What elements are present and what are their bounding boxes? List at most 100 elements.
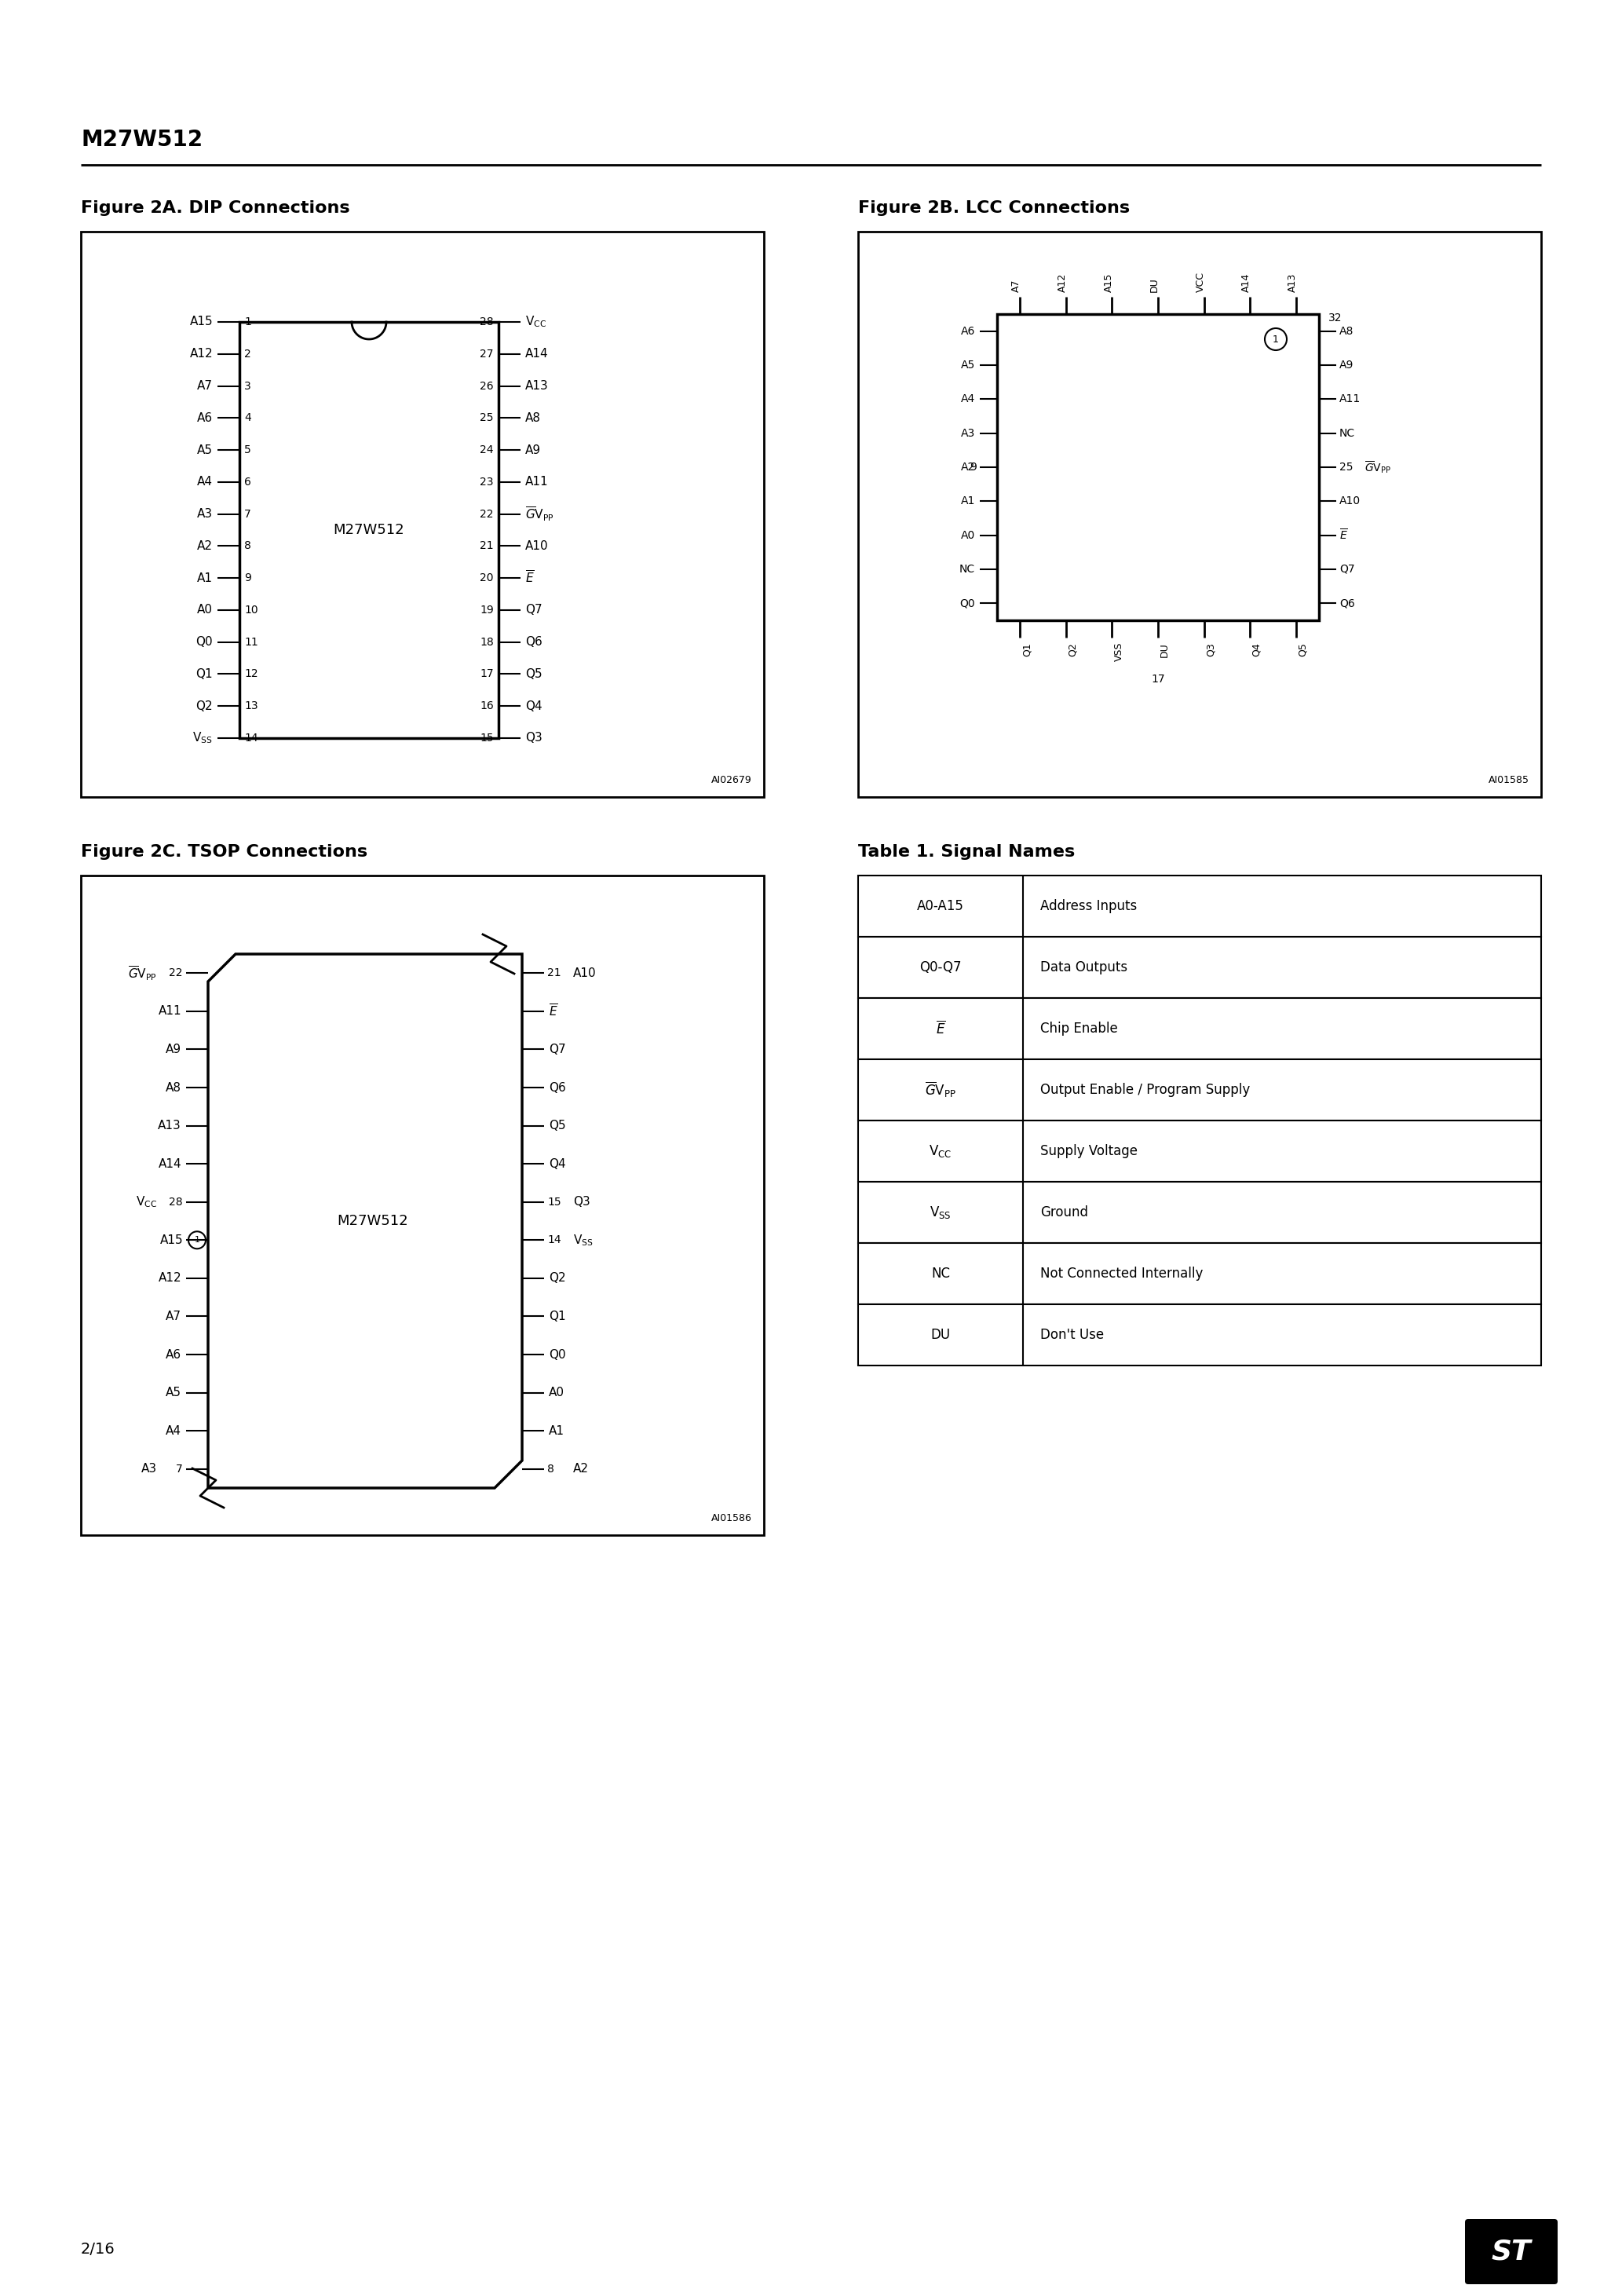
Text: V$_{\rm CC}$: V$_{\rm CC}$ xyxy=(526,315,547,328)
Text: Q0-Q7: Q0-Q7 xyxy=(920,960,962,974)
Text: 21: 21 xyxy=(480,540,493,551)
Text: Not Connected Internally: Not Connected Internally xyxy=(1040,1267,1204,1281)
Text: 11: 11 xyxy=(245,636,258,647)
Text: A5: A5 xyxy=(165,1387,182,1398)
Text: A3: A3 xyxy=(960,427,975,439)
Text: ST: ST xyxy=(1492,2239,1531,2264)
Text: Q2: Q2 xyxy=(1067,643,1079,657)
Text: A7: A7 xyxy=(1012,280,1022,292)
Bar xyxy=(858,999,1541,1058)
Text: A14: A14 xyxy=(1241,273,1252,292)
Text: 8: 8 xyxy=(245,540,251,551)
Text: 1: 1 xyxy=(1273,335,1278,344)
Text: Q1: Q1 xyxy=(1022,643,1032,657)
Text: Supply Voltage: Supply Voltage xyxy=(1040,1143,1137,1157)
Text: 8: 8 xyxy=(547,1463,555,1474)
Text: Q4: Q4 xyxy=(548,1157,566,1169)
Text: 19: 19 xyxy=(480,604,493,615)
Text: Q6: Q6 xyxy=(526,636,542,647)
Bar xyxy=(858,1058,1541,1120)
Text: A12: A12 xyxy=(157,1272,182,1283)
Text: Q4: Q4 xyxy=(1252,643,1262,657)
Text: 12: 12 xyxy=(245,668,258,680)
Text: AI01585: AI01585 xyxy=(1489,776,1530,785)
Text: AI01586: AI01586 xyxy=(712,1513,753,1522)
Text: 5: 5 xyxy=(245,445,251,455)
Text: Q5: Q5 xyxy=(1298,643,1307,657)
Text: V$_{\rm SS}$: V$_{\rm SS}$ xyxy=(193,730,212,746)
Text: Q7: Q7 xyxy=(1340,565,1354,574)
Text: V$_{\rm SS}$: V$_{\rm SS}$ xyxy=(929,1205,952,1219)
Text: Q7: Q7 xyxy=(526,604,542,615)
Text: A2: A2 xyxy=(196,540,212,551)
Text: A15: A15 xyxy=(190,317,212,328)
Text: $\overline{G}$V$_{\rm PP}$: $\overline{G}$V$_{\rm PP}$ xyxy=(925,1081,957,1100)
Text: 15: 15 xyxy=(547,1196,561,1208)
Text: A10: A10 xyxy=(1340,496,1361,507)
Text: Q3: Q3 xyxy=(573,1196,590,1208)
Text: 3: 3 xyxy=(245,381,251,390)
Text: Q3: Q3 xyxy=(526,732,542,744)
Text: M27W512: M27W512 xyxy=(337,1215,409,1228)
FancyBboxPatch shape xyxy=(1465,2218,1557,2285)
Text: 22: 22 xyxy=(169,967,183,978)
Text: $\overline{E}$: $\overline{E}$ xyxy=(548,1003,558,1019)
Text: A12: A12 xyxy=(190,349,212,360)
Text: A7: A7 xyxy=(165,1311,182,1322)
Text: A8: A8 xyxy=(526,411,540,425)
Text: Q6: Q6 xyxy=(1340,597,1354,608)
Text: 25: 25 xyxy=(480,413,493,422)
Text: 23: 23 xyxy=(480,478,493,487)
Text: 1: 1 xyxy=(195,1235,200,1244)
Text: Q0: Q0 xyxy=(196,636,212,647)
Text: V$_{\rm SS}$: V$_{\rm SS}$ xyxy=(573,1233,594,1247)
Text: M27W512: M27W512 xyxy=(81,129,203,152)
Text: VSS: VSS xyxy=(1114,643,1124,661)
Text: Figure 2B. LCC Connections: Figure 2B. LCC Connections xyxy=(858,200,1131,216)
Text: A12: A12 xyxy=(1058,273,1067,292)
Text: A5: A5 xyxy=(196,443,212,457)
Text: 20: 20 xyxy=(480,572,493,583)
Text: 32: 32 xyxy=(1328,312,1341,324)
Text: Ground: Ground xyxy=(1040,1205,1088,1219)
Text: 16: 16 xyxy=(480,700,493,712)
Text: $\overline{E}$: $\overline{E}$ xyxy=(936,1019,946,1038)
Text: 13: 13 xyxy=(245,700,258,712)
Text: 27: 27 xyxy=(480,349,493,360)
Text: 2/16: 2/16 xyxy=(81,2243,115,2257)
Text: 22: 22 xyxy=(480,507,493,519)
Text: V$_{\rm CC}$: V$_{\rm CC}$ xyxy=(136,1194,157,1210)
Text: Q3: Q3 xyxy=(1205,643,1216,657)
Text: A2: A2 xyxy=(573,1463,589,1474)
Text: A4: A4 xyxy=(960,393,975,404)
Bar xyxy=(81,232,764,797)
Text: A11: A11 xyxy=(157,1006,182,1017)
Bar xyxy=(240,321,498,737)
Text: A15: A15 xyxy=(1103,273,1114,292)
Text: Q0: Q0 xyxy=(548,1348,566,1362)
Text: $\overline{E}$: $\overline{E}$ xyxy=(1340,528,1348,542)
Text: 17: 17 xyxy=(480,668,493,680)
Text: DU: DU xyxy=(931,1327,950,1341)
Text: A14: A14 xyxy=(526,349,548,360)
Text: 10: 10 xyxy=(245,604,258,615)
Text: $\overline{G}$V$_{\rm PP}$: $\overline{G}$V$_{\rm PP}$ xyxy=(128,964,157,983)
Text: 28: 28 xyxy=(169,1196,183,1208)
Text: A6: A6 xyxy=(165,1348,182,1362)
Text: 7: 7 xyxy=(177,1463,183,1474)
Text: A8: A8 xyxy=(165,1081,182,1093)
Bar xyxy=(998,315,1319,620)
Text: A10: A10 xyxy=(526,540,548,551)
Text: A1: A1 xyxy=(960,496,975,507)
Text: DU: DU xyxy=(1150,278,1160,292)
Text: A3: A3 xyxy=(141,1463,157,1474)
Text: A1: A1 xyxy=(196,572,212,583)
Text: Address Inputs: Address Inputs xyxy=(1040,900,1137,914)
Circle shape xyxy=(1265,328,1286,351)
Text: A4: A4 xyxy=(196,475,212,487)
Text: Q4: Q4 xyxy=(526,700,542,712)
Text: A7: A7 xyxy=(196,381,212,393)
Text: Q5: Q5 xyxy=(526,668,542,680)
Text: A8: A8 xyxy=(1340,326,1354,338)
Text: NC: NC xyxy=(959,565,975,574)
